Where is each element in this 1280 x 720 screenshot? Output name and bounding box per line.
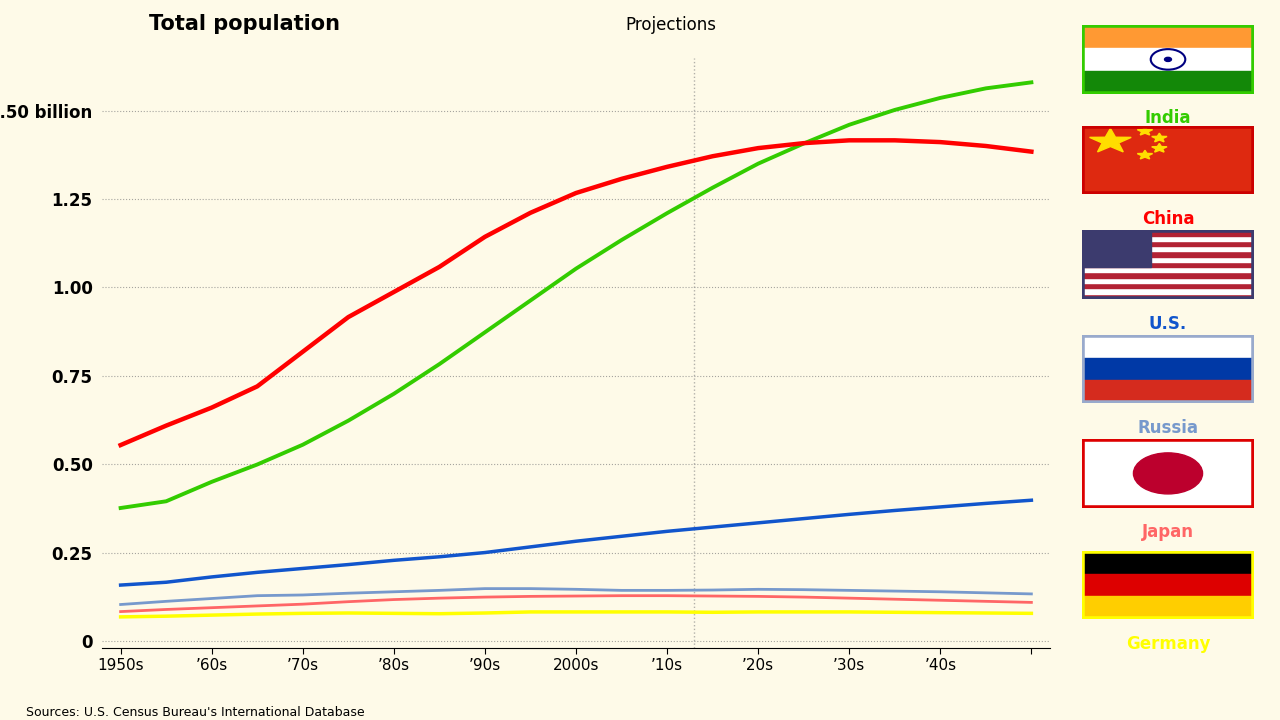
Text: Projections: Projections bbox=[625, 16, 717, 34]
Bar bbox=[1082, 230, 1151, 267]
Bar bbox=[1082, 262, 1254, 267]
Bar bbox=[1082, 278, 1254, 283]
Text: Russia: Russia bbox=[1138, 419, 1198, 437]
Bar bbox=[1082, 294, 1254, 299]
Polygon shape bbox=[1138, 126, 1152, 135]
Bar bbox=[1082, 596, 1254, 619]
Bar bbox=[1082, 241, 1254, 246]
Bar bbox=[1082, 283, 1254, 288]
Polygon shape bbox=[1152, 133, 1167, 142]
Text: India: India bbox=[1144, 109, 1192, 127]
Polygon shape bbox=[1138, 150, 1152, 159]
Bar bbox=[1082, 358, 1254, 380]
Bar bbox=[1082, 551, 1254, 574]
Bar bbox=[1082, 71, 1254, 94]
Bar bbox=[1082, 335, 1254, 358]
Bar bbox=[1082, 574, 1254, 596]
Bar bbox=[1082, 235, 1254, 241]
Text: Japan: Japan bbox=[1142, 523, 1194, 541]
Polygon shape bbox=[1152, 143, 1167, 152]
Bar bbox=[1082, 246, 1254, 251]
Text: China: China bbox=[1142, 210, 1194, 228]
Text: Germany: Germany bbox=[1125, 635, 1211, 653]
Circle shape bbox=[1165, 58, 1171, 61]
Bar bbox=[1082, 251, 1254, 257]
Bar bbox=[1082, 48, 1254, 71]
Bar bbox=[1082, 230, 1254, 235]
Bar bbox=[1082, 272, 1254, 278]
Polygon shape bbox=[1089, 128, 1132, 152]
Bar bbox=[1082, 380, 1254, 403]
Bar bbox=[1082, 257, 1254, 262]
Text: Sources: U.S. Census Bureau's International Database: Sources: U.S. Census Bureau's Internatio… bbox=[26, 706, 365, 719]
Bar bbox=[1082, 288, 1254, 294]
Text: Total population: Total population bbox=[148, 14, 340, 34]
Text: U.S.: U.S. bbox=[1149, 315, 1187, 333]
Circle shape bbox=[1134, 453, 1203, 494]
Bar bbox=[1082, 25, 1254, 48]
Bar bbox=[1082, 267, 1254, 272]
